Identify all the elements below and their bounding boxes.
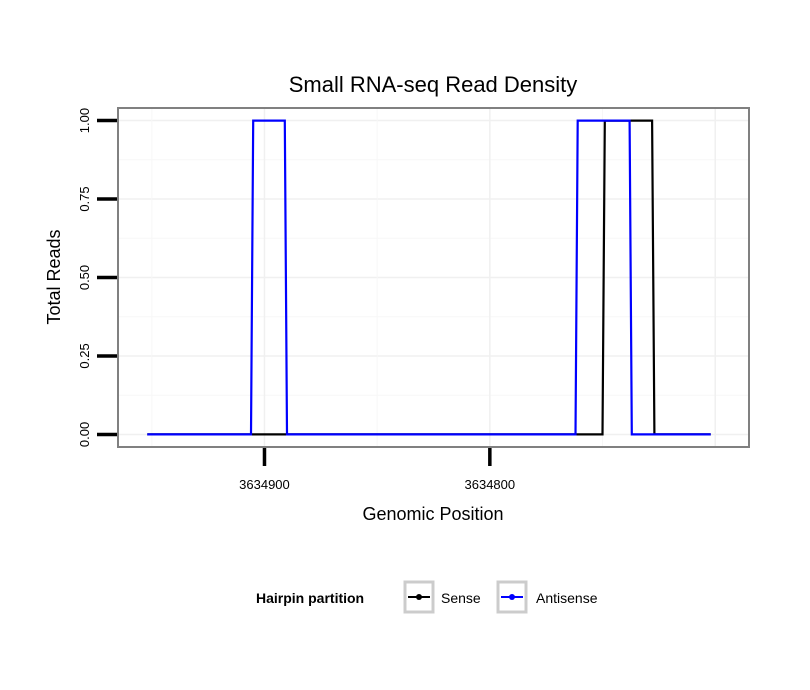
y-axis: 0.00 0.25 0.50 0.75 1.00 — [77, 108, 117, 447]
y-tick-label: 0.00 — [77, 422, 92, 447]
x-axis: 3634900 3634800 — [239, 448, 515, 492]
legend-label-sense: Sense — [441, 590, 481, 606]
legend-key-sense-point — [416, 594, 422, 600]
y-tick-label: 0.75 — [77, 186, 92, 211]
legend-entry-sense: Sense — [403, 580, 481, 614]
y-tick-label: 0.50 — [77, 265, 92, 290]
plot-panel-border — [117, 107, 750, 448]
series-group — [147, 119, 711, 436]
legend-key-antisense-point — [509, 594, 515, 600]
legend-entry-antisense: Antisense — [496, 580, 598, 614]
series-line-antisense — [147, 119, 711, 436]
x-tick-label: 3634800 — [465, 477, 516, 492]
y-tick-label: 1.00 — [77, 108, 92, 133]
legend: Hairpin partition Sense Antisense — [256, 580, 598, 614]
legend-label-antisense: Antisense — [536, 590, 598, 606]
y-tick-label: 0.25 — [77, 343, 92, 368]
y-axis-title: Total Reads — [44, 229, 64, 324]
chart-title: Small RNA-seq Read Density — [289, 72, 578, 97]
x-axis-title: Genomic Position — [362, 504, 503, 524]
legend-title: Hairpin partition — [256, 590, 364, 606]
x-tick-label: 3634900 — [239, 477, 290, 492]
grid-lines — [118, 108, 749, 447]
